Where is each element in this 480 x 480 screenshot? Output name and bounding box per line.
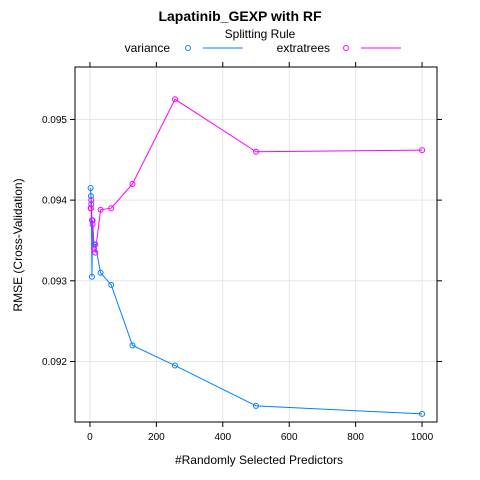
x-tick-label: 400 — [214, 432, 231, 443]
x-axis-label: #Randomly Selected Predictors — [175, 453, 343, 467]
legend-point-marker — [185, 45, 191, 51]
x-tick-label: 800 — [347, 432, 364, 443]
x-tick-label: 200 — [148, 432, 165, 443]
data-point-extratrees — [89, 221, 96, 228]
series-variance — [87, 185, 426, 417]
data-point-extratrees — [129, 180, 136, 187]
legend: variance extratrees — [125, 41, 401, 55]
data-point-variance — [108, 281, 115, 288]
data-point-extratrees — [108, 205, 115, 212]
legend-point-marker — [343, 45, 349, 51]
data-point-variance — [87, 185, 94, 192]
legend-item-variance: variance — [125, 41, 243, 55]
chart-title: Lapatinib_GEXP with RF — [158, 8, 322, 24]
y-tick-label: 0.095 — [42, 115, 67, 126]
x-tick-label: 1000 — [411, 432, 434, 443]
data-point-variance — [88, 273, 95, 280]
plot-frame — [74, 66, 438, 423]
y-axis-label: RMSE (Cross-Validation) — [11, 178, 25, 311]
grid — [75, 67, 437, 422]
series-line-variance — [90, 187, 423, 415]
y-tick-label: 0.093 — [42, 276, 67, 287]
x-tick-label: 0 — [87, 432, 93, 443]
data-point-extratrees — [88, 197, 95, 204]
data-point-variance — [87, 193, 94, 200]
legend-label: variance — [125, 41, 171, 55]
series-extratrees — [87, 96, 426, 256]
axes: 0 200 400 600 800 1000 0.092 0.093 0.094 0.095 — [42, 62, 442, 443]
data-point-extratrees — [87, 205, 94, 212]
data-point-extratrees — [171, 96, 178, 103]
data-point-extratrees — [419, 147, 426, 154]
legend-label: extratrees — [277, 41, 330, 55]
x-tick-label: 600 — [281, 432, 298, 443]
data-point-variance — [253, 402, 259, 409]
data-point-extratrees — [90, 245, 97, 252]
data-point-variance — [171, 362, 178, 369]
series-layer — [87, 96, 426, 417]
legend-item-extratrees: extratrees — [277, 41, 401, 55]
data-point-extratrees — [97, 206, 104, 213]
data-point-variance — [129, 342, 136, 349]
series-line-extratrees — [90, 98, 423, 253]
data-point-variance — [97, 269, 104, 276]
y-tick-label: 0.092 — [42, 357, 67, 368]
legend-title: Splitting Rule — [225, 27, 296, 41]
data-point-extratrees — [92, 249, 99, 256]
y-tick-label: 0.094 — [42, 196, 67, 207]
data-point-extratrees — [253, 148, 259, 155]
data-point-extratrees — [88, 217, 95, 224]
data-point-variance — [419, 410, 426, 417]
data-point-variance — [92, 241, 99, 248]
